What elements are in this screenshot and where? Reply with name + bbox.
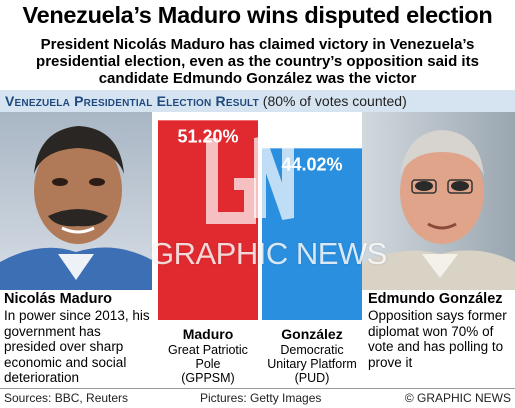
bar-value-label: 44.02% (281, 154, 342, 174)
gonzalez-name: Edmundo González (368, 291, 503, 307)
footer-pictures: Pictures: Getty Images (200, 391, 322, 405)
maduro-party-name: Maduro (182, 326, 234, 342)
section-note: (80% of votes counted) (262, 93, 407, 109)
gonzalez-party: Democratic Unitary Platform (PUD) (252, 343, 372, 385)
maduro-party-line2: Pole (195, 357, 221, 371)
graphic-news-logo-icon (200, 128, 300, 233)
maduro-name: Nicolás Maduro (4, 291, 112, 307)
bar-value-label: 51.20% (177, 126, 238, 146)
gonzalez-party-line3: (PUD) (294, 371, 330, 385)
headline: Venezuela’s Maduro wins disputed electio… (22, 2, 493, 28)
gonzalez-party-line2: Unitary Platform (267, 357, 357, 371)
footer-copyright: © GRAPHIC NEWS (404, 391, 511, 405)
footer-sources: Sources: BBC, Reuters (4, 391, 129, 405)
gonzalez-description: Opposition says former diplomat won 70% … (368, 308, 507, 370)
graphic-news-watermark: GRAPHIC NEWS (150, 236, 387, 271)
section-band (0, 90, 515, 112)
gonzalez-party-line1: Democratic (280, 343, 344, 357)
gonzalez-photo (362, 112, 515, 290)
maduro-description: In power since 2013, his government has … (4, 308, 150, 385)
maduro-party-line1: Great Patriotic (168, 343, 248, 357)
maduro-party-line3: (GPPSM) (181, 371, 235, 385)
maduro-party: Great Patriotic Pole (GPPSM) (152, 343, 264, 385)
section-header: Venezuela Presidential Election Result (… (5, 93, 407, 109)
subheadline: President Nicolás Maduro has claimed vic… (36, 36, 479, 87)
maduro-photo (0, 112, 152, 290)
footer-divider (0, 388, 515, 389)
gonzalez-party-name: González (281, 326, 343, 342)
section-title: Venezuela Presidential Election Result (5, 93, 259, 109)
